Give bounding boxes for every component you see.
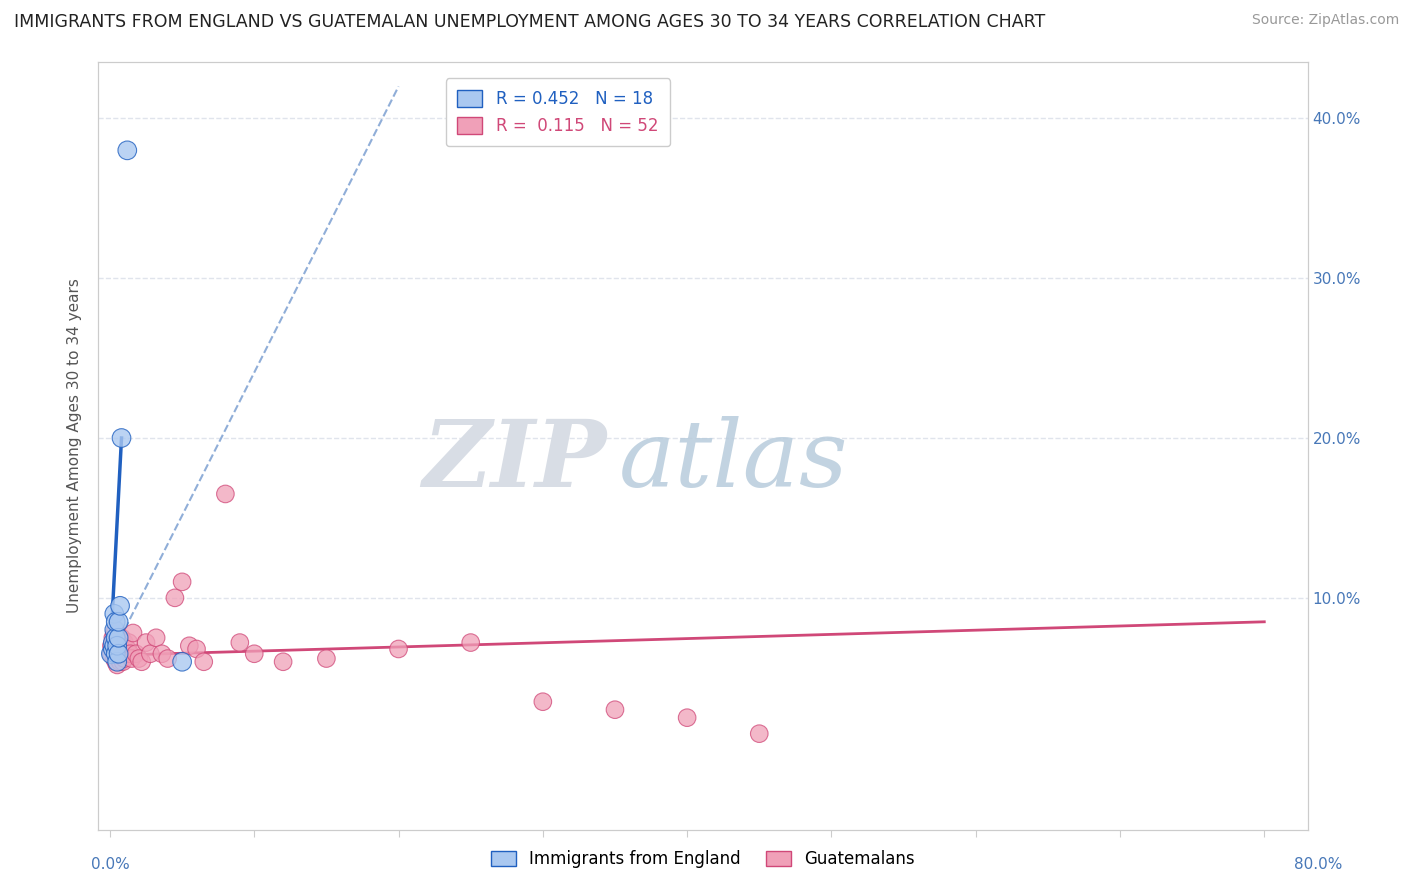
Point: [101, 642, 124, 657]
Point: [105, 642, 128, 657]
Point: [179, 639, 201, 653]
Point: [108, 655, 131, 669]
Text: IMMIGRANTS FROM ENGLAND VS GUATEMALAN UNEMPLOYMENT AMONG AGES 30 TO 34 YEARS COR: IMMIGRANTS FROM ENGLAND VS GUATEMALAN UN…: [14, 13, 1045, 31]
Point: [117, 144, 139, 158]
Point: [186, 642, 208, 657]
Point: [100, 647, 122, 661]
Legend: Immigrants from England, Guatemalans: Immigrants from England, Guatemalans: [485, 844, 921, 875]
Point: [214, 487, 236, 501]
Point: [105, 639, 128, 653]
Point: [172, 655, 194, 669]
Point: [139, 647, 162, 661]
Point: [156, 651, 179, 665]
Point: [172, 574, 194, 589]
Point: [118, 635, 141, 649]
Text: atlas: atlas: [619, 417, 848, 507]
Point: [120, 647, 142, 661]
Point: [112, 651, 135, 665]
Point: [122, 626, 145, 640]
Text: 80.0%: 80.0%: [1295, 857, 1343, 871]
Point: [107, 647, 129, 661]
Text: ZIP: ZIP: [422, 417, 606, 507]
Point: [103, 607, 125, 621]
Point: [100, 639, 122, 653]
Point: [163, 591, 186, 605]
Point: [271, 655, 294, 669]
Point: [229, 635, 252, 649]
Point: [121, 651, 143, 665]
Point: [101, 631, 124, 645]
Point: [748, 726, 770, 740]
Point: [111, 655, 134, 669]
Point: [135, 635, 157, 649]
Point: [145, 631, 167, 645]
Point: [676, 711, 699, 725]
Point: [100, 647, 122, 661]
Point: [193, 655, 215, 669]
Point: [315, 651, 337, 665]
Point: [107, 635, 129, 649]
Point: [125, 647, 148, 661]
Point: [104, 631, 127, 645]
Point: [103, 639, 125, 653]
Point: [111, 639, 134, 653]
Point: [104, 655, 127, 669]
Point: [104, 647, 127, 661]
Point: [128, 651, 150, 665]
Point: [110, 431, 132, 445]
Point: [460, 635, 482, 649]
Point: [603, 703, 626, 717]
Point: [387, 642, 409, 657]
Text: 0.0%: 0.0%: [91, 857, 131, 871]
Point: [101, 642, 124, 657]
Point: [531, 695, 554, 709]
Point: [105, 631, 128, 645]
Point: [101, 635, 124, 649]
Text: Source: ZipAtlas.com: Source: ZipAtlas.com: [1251, 13, 1399, 28]
Point: [103, 626, 125, 640]
Point: [103, 635, 125, 649]
Point: [107, 631, 129, 645]
Point: [103, 623, 125, 637]
Point: [243, 647, 266, 661]
Point: [150, 647, 173, 661]
Point: [103, 651, 125, 665]
Point: [131, 655, 153, 669]
Point: [114, 647, 136, 661]
Point: [104, 623, 127, 637]
Point: [108, 599, 131, 613]
Point: [117, 642, 139, 657]
Point: [112, 635, 135, 649]
Point: [108, 639, 131, 653]
Point: [105, 655, 128, 669]
Y-axis label: Unemployment Among Ages 30 to 34 years: Unemployment Among Ages 30 to 34 years: [67, 278, 83, 614]
Point: [107, 615, 129, 629]
Point: [105, 657, 128, 672]
Point: [107, 651, 129, 665]
Point: [110, 647, 132, 661]
Point: [110, 631, 132, 645]
Point: [104, 615, 127, 629]
